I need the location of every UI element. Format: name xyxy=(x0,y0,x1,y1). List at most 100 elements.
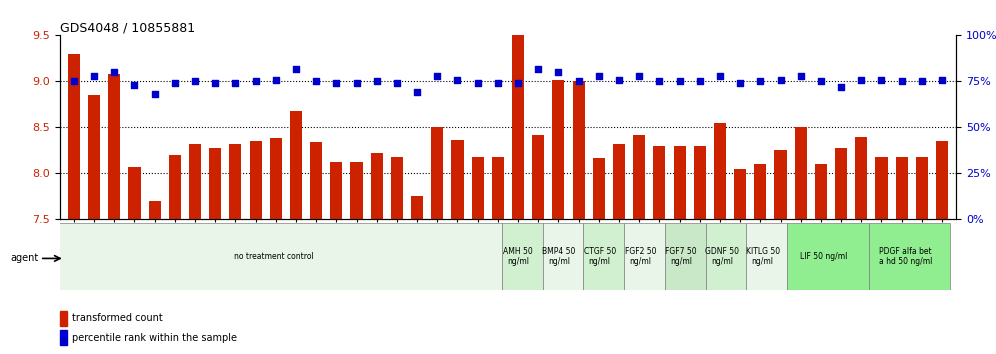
Point xyxy=(470,80,486,86)
Bar xyxy=(512,35,524,219)
Point xyxy=(712,73,728,79)
FancyBboxPatch shape xyxy=(54,223,502,290)
Point xyxy=(409,90,425,95)
Bar xyxy=(895,157,907,219)
Point xyxy=(773,77,789,82)
Point xyxy=(873,77,889,82)
Bar xyxy=(815,164,827,219)
Text: no treatment control: no treatment control xyxy=(234,252,314,261)
Point xyxy=(651,79,667,84)
Bar xyxy=(189,144,201,219)
Bar xyxy=(714,123,726,219)
Bar xyxy=(109,74,121,219)
Text: FGF7 50
ng/ml: FGF7 50 ng/ml xyxy=(665,247,697,266)
Point xyxy=(571,79,587,84)
Point xyxy=(813,79,829,84)
Bar xyxy=(613,144,625,219)
Bar xyxy=(875,157,887,219)
Point xyxy=(389,80,405,86)
Point xyxy=(793,73,809,79)
Point xyxy=(248,79,264,84)
Point xyxy=(692,79,708,84)
Point xyxy=(893,79,909,84)
Text: GDNF 50
ng/ml: GDNF 50 ng/ml xyxy=(705,247,739,266)
Point xyxy=(429,73,445,79)
Point xyxy=(329,80,345,86)
Point xyxy=(611,77,626,82)
Bar xyxy=(633,135,645,219)
Point xyxy=(86,73,102,79)
FancyBboxPatch shape xyxy=(543,223,584,290)
FancyBboxPatch shape xyxy=(869,223,950,290)
Bar xyxy=(856,137,868,219)
Bar xyxy=(915,157,928,219)
Bar xyxy=(693,146,706,219)
Point xyxy=(66,79,82,84)
Bar xyxy=(209,148,221,219)
Point xyxy=(449,77,465,82)
Bar xyxy=(451,140,463,219)
FancyBboxPatch shape xyxy=(787,223,869,290)
Bar xyxy=(60,330,68,345)
Point xyxy=(914,79,930,84)
Point xyxy=(107,69,123,75)
Bar xyxy=(290,111,302,219)
FancyBboxPatch shape xyxy=(665,223,705,290)
Bar xyxy=(371,153,382,219)
Text: KITLG 50
ng/ml: KITLG 50 ng/ml xyxy=(746,247,780,266)
Point xyxy=(631,73,647,79)
Bar xyxy=(229,144,241,219)
Bar xyxy=(835,148,848,219)
Text: BMP4 50
ng/ml: BMP4 50 ng/ml xyxy=(542,247,576,266)
Bar xyxy=(250,141,262,219)
Text: LIF 50 ng/ml: LIF 50 ng/ml xyxy=(800,252,848,261)
Bar xyxy=(390,157,403,219)
Point xyxy=(369,79,384,84)
FancyBboxPatch shape xyxy=(624,223,665,290)
FancyBboxPatch shape xyxy=(746,223,787,290)
Bar xyxy=(88,95,101,219)
Bar xyxy=(60,311,68,326)
Bar xyxy=(553,80,565,219)
Point xyxy=(207,80,223,86)
Point xyxy=(530,66,546,72)
Bar xyxy=(331,162,343,219)
Bar xyxy=(795,127,807,219)
Bar xyxy=(148,201,160,219)
Bar xyxy=(775,150,787,219)
Bar xyxy=(128,167,140,219)
Text: percentile rank within the sample: percentile rank within the sample xyxy=(72,332,237,343)
Point xyxy=(146,91,162,97)
FancyBboxPatch shape xyxy=(584,223,624,290)
Bar xyxy=(411,195,423,219)
Bar xyxy=(351,162,363,219)
Point xyxy=(551,69,567,75)
Bar xyxy=(492,157,504,219)
Point xyxy=(187,79,203,84)
Point xyxy=(934,77,950,82)
Point xyxy=(752,79,768,84)
Point xyxy=(591,73,607,79)
Bar xyxy=(593,158,605,219)
Bar xyxy=(653,146,665,219)
Text: agent: agent xyxy=(10,253,38,263)
Bar xyxy=(936,141,948,219)
Point xyxy=(510,80,526,86)
FancyBboxPatch shape xyxy=(502,223,543,290)
Text: PDGF alfa bet
a hd 50 ng/ml: PDGF alfa bet a hd 50 ng/ml xyxy=(878,247,932,266)
FancyBboxPatch shape xyxy=(705,223,746,290)
Bar xyxy=(573,81,585,219)
Point xyxy=(167,80,183,86)
Text: AMH 50
ng/ml: AMH 50 ng/ml xyxy=(503,247,533,266)
Point xyxy=(288,66,304,72)
Bar xyxy=(472,157,484,219)
Point xyxy=(732,80,748,86)
Point xyxy=(490,80,506,86)
Point xyxy=(227,80,243,86)
Bar xyxy=(310,142,323,219)
Bar xyxy=(68,54,80,219)
Bar xyxy=(168,155,181,219)
Text: CTGF 50
ng/ml: CTGF 50 ng/ml xyxy=(584,247,616,266)
Point xyxy=(308,79,324,84)
Bar xyxy=(431,127,443,219)
